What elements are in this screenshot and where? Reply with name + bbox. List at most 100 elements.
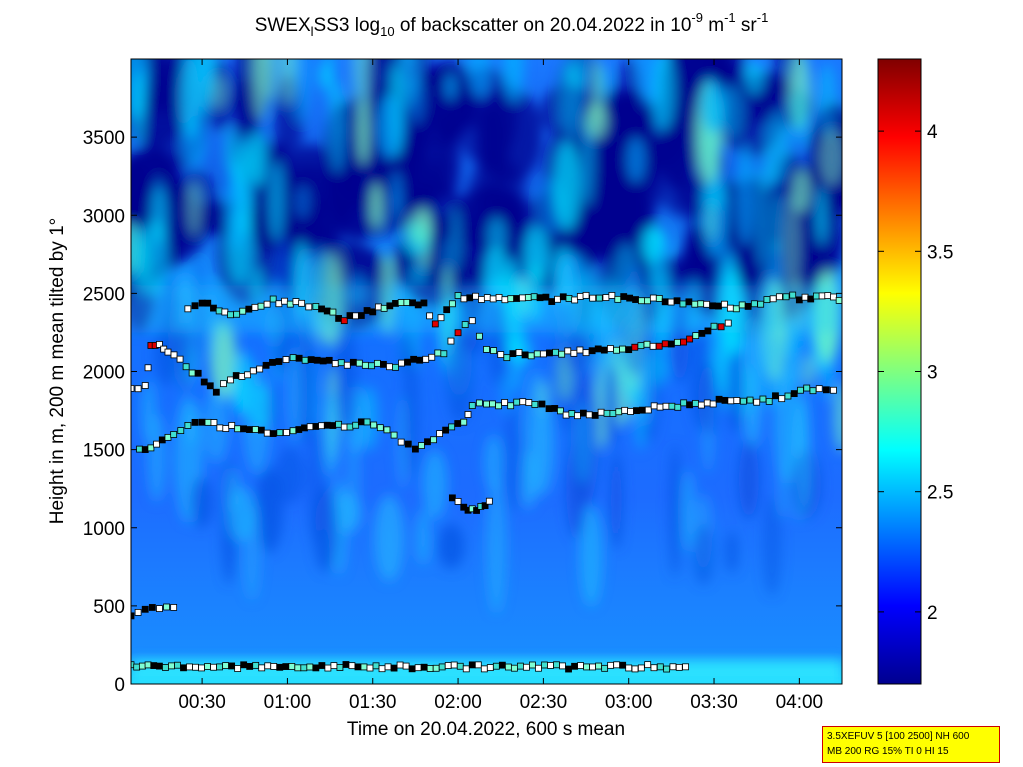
heat-cell [249, 131, 267, 188]
layer-marker [324, 664, 332, 672]
layer-marker [724, 319, 732, 327]
layer-marker [191, 418, 199, 426]
layer-marker [204, 299, 212, 307]
layer-marker [644, 661, 652, 669]
heat-cell [792, 169, 811, 213]
heat-cell [351, 59, 373, 112]
layer-marker [404, 358, 411, 366]
heat-cell [133, 72, 145, 145]
layer-marker [529, 661, 536, 669]
heat-cell [701, 81, 727, 133]
layer-marker [582, 349, 590, 357]
y-tick-label: 1500 [83, 441, 125, 462]
heat-cell [738, 439, 759, 519]
layer-marker [408, 665, 416, 673]
layer-marker [513, 398, 521, 406]
layer-marker [442, 426, 450, 434]
layer-marker [438, 663, 446, 671]
layer-marker [733, 397, 741, 404]
layer-marker [473, 507, 480, 514]
layer-marker [210, 663, 217, 671]
layer-marker [686, 335, 694, 343]
heat-cell [182, 115, 207, 168]
layer-marker [559, 662, 566, 670]
layer-marker [489, 295, 497, 303]
layer-marker [295, 426, 303, 433]
layer-marker [809, 387, 817, 395]
layer-marker [346, 312, 354, 319]
layer-marker [667, 298, 675, 306]
layer-marker [252, 661, 260, 669]
layer-marker [757, 300, 765, 308]
heat-cell [323, 390, 339, 477]
layer-marker [422, 355, 430, 363]
layer-marker [576, 293, 584, 300]
layer-marker [710, 322, 718, 330]
layer-marker [212, 388, 220, 396]
layer-marker [398, 359, 405, 367]
layer-marker [238, 373, 246, 380]
info-line-1: 3.5XEFUV 5 [100 2500] NH 600 [827, 731, 970, 742]
layer-marker [519, 398, 527, 406]
layer-marker [650, 402, 658, 410]
layer-marker [222, 425, 230, 432]
layer-marker [383, 426, 391, 434]
layer-marker [257, 426, 265, 434]
heat-cell [502, 59, 525, 103]
layer-marker [368, 362, 375, 370]
layer-marker [392, 300, 399, 307]
layer-marker [384, 663, 392, 671]
layer-marker [420, 663, 428, 671]
heat-cell [187, 181, 202, 236]
heat-cell [422, 449, 448, 520]
settings-info-box: 3.5XEFUV 5 [100 2500] NH 600 MB 200 RG 1… [822, 726, 1000, 763]
layer-marker [468, 661, 476, 669]
layer-marker [483, 294, 491, 302]
colorbar-tick-label: 3.5 [927, 242, 953, 263]
layer-marker [568, 410, 576, 418]
layer-marker [184, 422, 192, 429]
layer-marker [240, 661, 248, 669]
x-tick-label: 03:00 [605, 692, 653, 713]
heat-cell [736, 143, 755, 246]
heat-cell [446, 325, 474, 424]
layer-marker [721, 396, 729, 404]
layer-marker [565, 294, 573, 302]
layer-marker [697, 401, 705, 409]
layer-marker [608, 292, 616, 299]
layer-marker [234, 665, 242, 672]
layer-marker [206, 382, 214, 390]
heat-cell [553, 141, 581, 231]
layer-marker [530, 293, 538, 301]
layer-marker [655, 342, 663, 350]
layer-marker [649, 342, 657, 350]
heat-cell [190, 476, 213, 528]
heat-cell [816, 64, 838, 137]
layer-marker [325, 356, 333, 364]
layer-marker [312, 664, 320, 672]
layer-marker [313, 356, 321, 364]
layer-marker [542, 293, 550, 301]
heat-cell [295, 185, 311, 219]
layer-marker [360, 663, 368, 671]
heat-cell [280, 59, 297, 106]
layer-marker [444, 662, 452, 669]
y-tick-label: 2000 [83, 363, 125, 384]
layer-marker [335, 420, 343, 428]
heat-cell [766, 335, 792, 406]
layer-marker [348, 662, 356, 670]
colorbar-ticks: 2 2.5 3 3.5 4 [878, 122, 953, 624]
layer-marker [258, 664, 266, 672]
layer-marker [807, 295, 815, 303]
title-part: m [702, 15, 725, 36]
layer-marker [138, 662, 146, 670]
layer-marker [504, 663, 512, 671]
layer-marker [503, 354, 511, 362]
heat-cell [413, 64, 471, 147]
layer-marker [524, 294, 532, 301]
layer-marker [150, 662, 158, 669]
layer-marker [177, 427, 185, 434]
y-tick-label: 3500 [83, 128, 125, 149]
layer-marker [363, 418, 371, 426]
